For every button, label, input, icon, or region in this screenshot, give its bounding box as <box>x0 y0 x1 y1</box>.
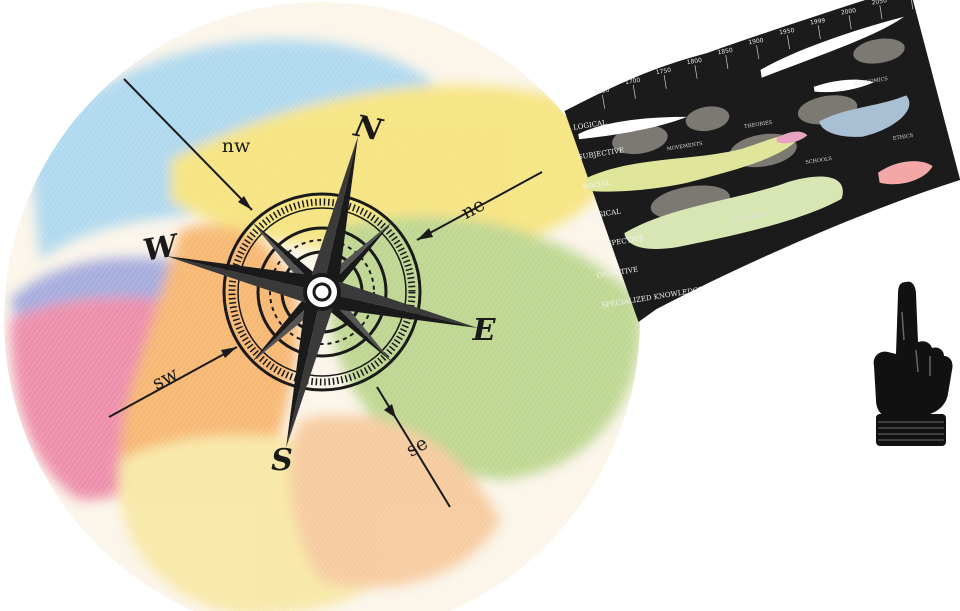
map-cell-label: PRAGMATISM <box>733 211 771 223</box>
map-tick-line <box>879 5 883 20</box>
map-cell-label: MOVEMENTS <box>666 141 703 153</box>
map-tick-label: 1750 <box>655 67 671 76</box>
compass-outer-ring <box>222 192 422 392</box>
map-tick-line <box>787 35 790 50</box>
compass-rose <box>108 78 543 508</box>
map-tick-line <box>602 94 605 109</box>
map-tick-label: 1999 <box>810 17 826 26</box>
compass-main-points <box>166 136 478 448</box>
map-tick-line <box>910 0 914 10</box>
map-tick-line <box>663 74 667 89</box>
map-tick-line <box>756 45 760 60</box>
hand-cuff <box>876 414 946 446</box>
map-tick-label: 1900 <box>748 37 764 46</box>
map-tick-label: 1650 <box>594 87 610 96</box>
map-tick-label: 2000 <box>840 7 856 16</box>
map-tick-line <box>817 25 821 40</box>
map-tick-label: 2050 <box>871 0 887 7</box>
map-ticks: 1650 1700 1750 1800 1850 1900 1950 1999 2000 2050… <box>594 0 914 109</box>
map-cell-label: SCHOOLS <box>805 156 833 166</box>
label-northwest: nw <box>222 135 251 157</box>
map-tick-line <box>725 55 729 69</box>
map-band-yellow <box>585 133 802 192</box>
map-band-pink <box>878 161 933 185</box>
map-band-green <box>624 176 843 249</box>
map-tick-line <box>694 64 698 79</box>
map-cell-label: ECONOMICS <box>853 76 888 87</box>
map-tick-label: 1950 <box>779 27 795 36</box>
map-cell-label: ETHICS <box>892 133 914 142</box>
pointing-hand-icon <box>873 281 953 446</box>
label-east: E <box>472 313 497 348</box>
map-tick-label: 1850 <box>717 47 733 56</box>
map-tick-label: 1800 <box>686 57 702 66</box>
map-band-rose <box>776 131 808 144</box>
map-tick-label: 1700 <box>625 77 641 86</box>
watercolor-globe <box>4 2 640 611</box>
map-tick-line <box>848 15 852 30</box>
map-band-blue <box>819 95 910 137</box>
label-south: S <box>271 443 293 478</box>
map-cell-label: THEORIES <box>744 120 773 130</box>
intercardinal-arrowheads <box>221 196 433 418</box>
map-tick-line <box>632 84 636 99</box>
map-white-streams <box>578 16 904 140</box>
map-cell-labels: MOVEMENTS THEORIES SCHOOLS ECONOMICS PRAGMAT… <box>666 76 914 223</box>
